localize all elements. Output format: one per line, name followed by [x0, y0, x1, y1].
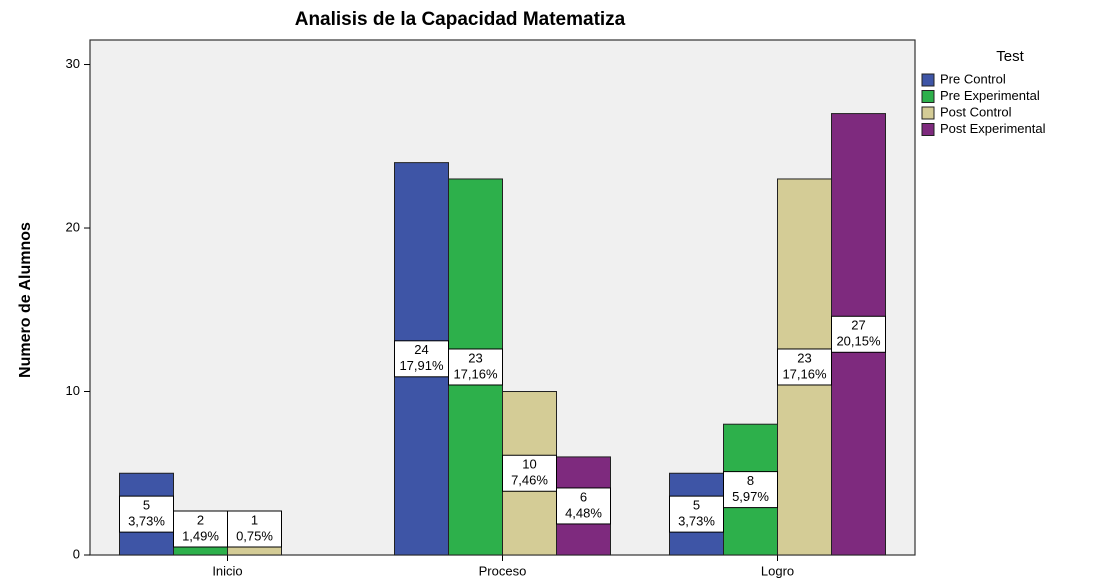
data-label-box: [394, 340, 449, 378]
data-label: 8: [747, 473, 754, 488]
data-label-percent: 1,49%: [182, 528, 219, 543]
legend-swatch: [921, 123, 935, 136]
legend-label: Pre Control: [940, 71, 1006, 86]
y-tick-label: 30: [66, 56, 80, 71]
data-label: 2: [197, 512, 204, 527]
data-label-box: [831, 315, 886, 353]
data-label: 23: [797, 350, 811, 365]
legend-swatch: [921, 90, 935, 103]
data-label-percent: 3,73%: [678, 514, 715, 529]
legend-swatch: [921, 106, 935, 120]
y-tick-label: 20: [66, 219, 80, 234]
legend-title: Test: [996, 48, 1024, 65]
data-label-percent: 7,46%: [511, 473, 548, 488]
data-label: 6: [580, 489, 587, 504]
data-label-percent: 20,15%: [836, 334, 881, 349]
data-label: 5: [143, 498, 150, 513]
data-label: 1: [251, 512, 258, 527]
x-tick-label: Logro: [761, 563, 794, 578]
data-label: 10: [522, 457, 536, 472]
chart-title: Analisis de la Capacidad Matematiza: [295, 9, 626, 30]
y-axis-label: Numero de Alumnos: [17, 222, 34, 378]
y-tick-label: 10: [66, 383, 80, 398]
data-label-percent: 3,73%: [128, 514, 165, 529]
data-label-box: [556, 487, 611, 525]
data-label-percent: 17,16%: [453, 366, 498, 381]
data-label: 23: [468, 350, 482, 365]
data-label-box: [669, 495, 724, 533]
data-label-box: [777, 348, 832, 386]
data-label-box: [723, 471, 778, 509]
data-label-percent: 4,48%: [565, 505, 602, 520]
data-label-box: [119, 495, 174, 533]
data-label-percent: 5,97%: [732, 489, 769, 504]
data-label: 5: [693, 498, 700, 513]
data-label-percent: 17,16%: [782, 366, 827, 381]
data-label-box: [227, 510, 282, 548]
legend-label: Post Control: [940, 104, 1012, 119]
x-tick-label: Inicio: [212, 563, 242, 578]
legend-swatch: [921, 73, 935, 87]
data-label: 24: [414, 342, 428, 357]
data-label-box: [448, 348, 503, 386]
x-tick-label: Proceso: [479, 563, 527, 578]
legend-label: Post Experimental: [940, 121, 1046, 136]
legend-label: Pre Experimental: [940, 88, 1040, 103]
y-tick-label: 0: [73, 546, 80, 561]
data-label: 27: [851, 318, 865, 333]
data-label-box: [173, 510, 228, 548]
data-label-percent: 17,91%: [399, 358, 444, 373]
data-label-percent: 0,75%: [236, 528, 273, 543]
data-label-box: [502, 454, 557, 492]
